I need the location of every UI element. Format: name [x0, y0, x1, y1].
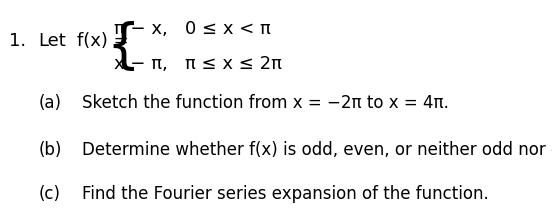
Text: Find the Fourier series expansion of the function.: Find the Fourier series expansion of the…: [82, 185, 489, 203]
Text: Determine whether f(x) is odd, even, or neither odd nor even.: Determine whether f(x) is odd, even, or …: [82, 141, 552, 159]
Text: x − π,   π ≤ x ≤ 2π: x − π, π ≤ x ≤ 2π: [114, 55, 282, 73]
Text: Sketch the function from x = −2π to x = 4π.: Sketch the function from x = −2π to x = …: [82, 94, 449, 112]
Text: 1.: 1.: [9, 32, 26, 50]
Text: Let: Let: [38, 32, 66, 50]
Text: (c): (c): [38, 185, 60, 203]
Text: π − x,   0 ≤ x < π: π − x, 0 ≤ x < π: [114, 20, 270, 38]
Text: (b): (b): [38, 141, 61, 159]
Text: {: {: [106, 21, 140, 73]
Text: f(x) =: f(x) =: [77, 32, 129, 50]
Text: (a): (a): [38, 94, 61, 112]
